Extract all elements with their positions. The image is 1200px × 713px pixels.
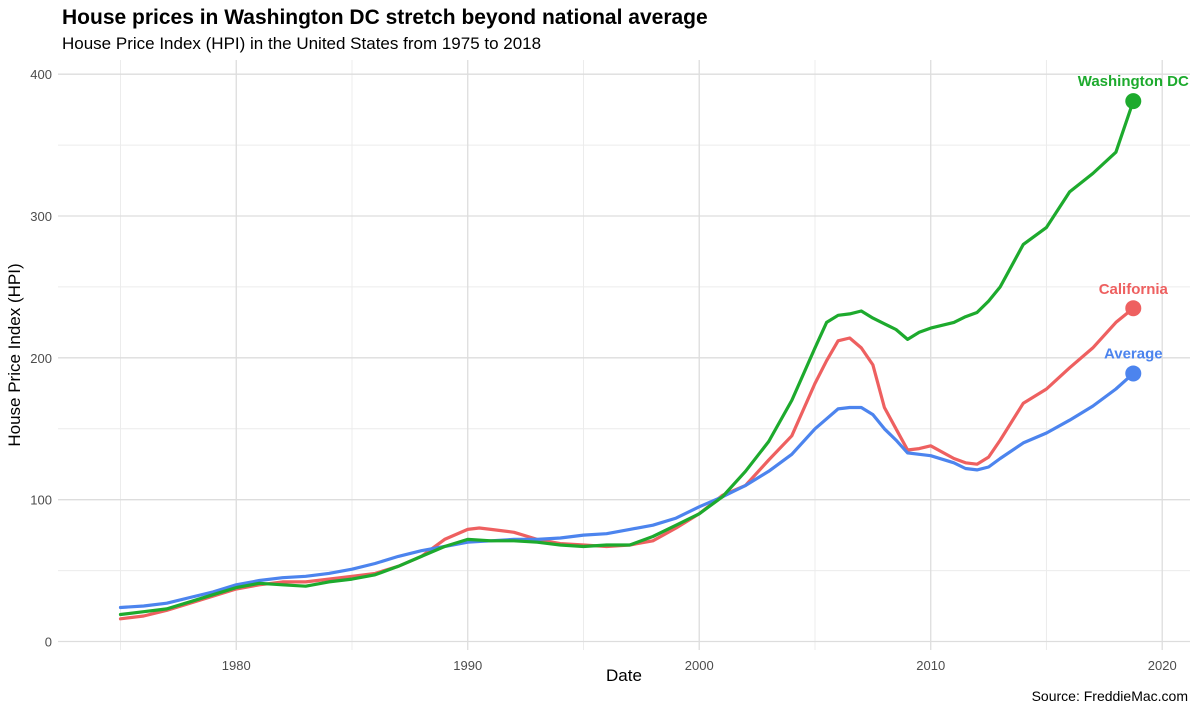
end-point-california [1125, 300, 1142, 317]
x-axis-title: Date [606, 666, 642, 685]
end-label-washington-dc: Washington DC [1078, 73, 1189, 90]
y-tick-label: 100 [30, 493, 52, 508]
chart-title: House prices in Washington DC stretch be… [62, 6, 708, 29]
end-point-washington-dc [1125, 93, 1142, 110]
source-caption: Source: FreddieMac.com [1031, 688, 1188, 704]
end-label-california: California [1099, 281, 1169, 298]
y-tick-label: 400 [30, 67, 52, 82]
series-line-average [118, 371, 1135, 610]
y-axis-title: House Price Index (HPI) [5, 263, 24, 446]
x-tick-label: 1980 [222, 658, 251, 673]
x-tick-label: 2000 [685, 658, 714, 673]
y-tick-label: 300 [30, 209, 52, 224]
y-tick-label: 0 [45, 634, 52, 649]
end-point-average [1125, 365, 1142, 382]
x-tick-label: 1990 [453, 658, 482, 673]
end-label-average: Average [1104, 345, 1163, 362]
x-tick-label: 2020 [1148, 658, 1177, 673]
series-line-washington-dc [118, 99, 1135, 617]
series-line-california [118, 306, 1135, 621]
x-tick-label: 2010 [916, 658, 945, 673]
chart-subtitle: House Price Index (HPI) in the United St… [62, 34, 542, 53]
y-tick-label: 200 [30, 351, 52, 366]
